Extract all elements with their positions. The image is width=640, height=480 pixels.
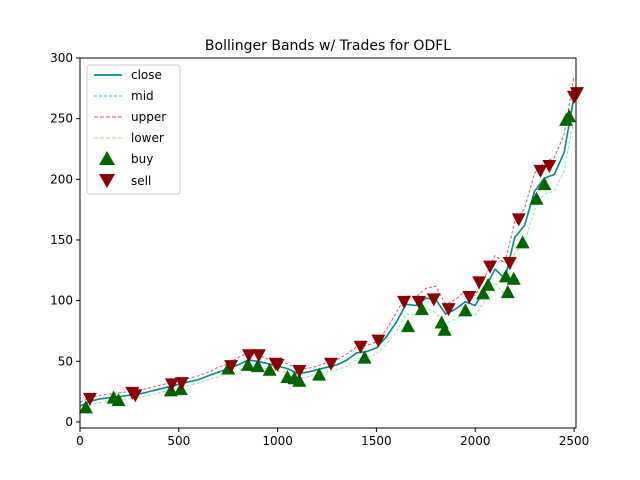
plot-frame: [79, 57, 577, 429]
x-tick-label: 1500: [361, 434, 392, 448]
y-axis: 0 50 100 150 200 250 300: [50, 51, 80, 429]
buy-marker: [401, 319, 416, 333]
legend-label-sell: sell: [131, 174, 151, 188]
buy-marker: [515, 235, 530, 249]
buy-marker: [250, 359, 265, 373]
x-tick-label: 0: [76, 434, 84, 448]
x-tick-label: 2500: [559, 434, 590, 448]
buy-marker: [173, 382, 188, 396]
y-tick-label: 0: [65, 415, 73, 429]
sell-marker: [533, 164, 548, 178]
buy-marker: [476, 286, 491, 300]
legend-label-buy: buy: [131, 152, 153, 166]
sell-marker: [323, 357, 338, 371]
buy-marker: [458, 303, 473, 317]
sell-marker: [224, 360, 239, 374]
y-tick-label: 300: [50, 51, 73, 65]
sell-marker: [397, 295, 412, 309]
sell-marker: [542, 159, 557, 173]
sell-marker: [411, 295, 426, 309]
legend-swatch-buy: [99, 151, 115, 165]
buy-marker: [163, 383, 178, 397]
sell-marker: [353, 340, 368, 354]
y-tick-label: 100: [50, 294, 73, 308]
sell-marker: [569, 87, 584, 101]
sell-marker: [164, 378, 179, 392]
sell-marker: [270, 358, 285, 372]
y-tick-label: 150: [50, 233, 73, 247]
legend-label-upper: upper: [131, 110, 166, 124]
buy-marker: [414, 302, 429, 316]
series-line-close: [79, 96, 575, 407]
sell-marker: [462, 290, 477, 304]
buy-marker: [240, 357, 255, 371]
chart-title: Bollinger Bands w/ Trades for ODFL: [205, 38, 451, 54]
sell-marker: [426, 293, 441, 307]
sell-marker: [241, 349, 256, 363]
legend: close mid upper lower buy sell: [86, 64, 181, 195]
sell-marker: [371, 334, 386, 348]
sell-marker: [502, 257, 517, 271]
x-tick-label: 2000: [460, 434, 491, 448]
buy-marker: [111, 393, 126, 407]
sell-marker: [82, 392, 97, 406]
x-axis: 0 500 1000 1500 2000 2500: [76, 428, 589, 448]
sell-marker: [472, 276, 487, 290]
sell-marker: [128, 389, 143, 403]
buy-marker: [562, 109, 577, 123]
sell-marker: [174, 377, 189, 391]
y-tick-label: 50: [58, 354, 73, 368]
y-tick-label: 250: [50, 112, 73, 126]
buy-marker: [262, 362, 277, 376]
sell-marker: [511, 213, 526, 227]
sell-marker: [292, 364, 307, 378]
legend-swatch-sell: [99, 174, 115, 188]
buy-marker: [292, 373, 307, 387]
legend-label-mid: mid: [131, 89, 154, 103]
buy-marker: [529, 191, 544, 205]
buy-marker: [498, 269, 513, 283]
buy-marker: [312, 367, 327, 381]
legend-label-close: close: [131, 68, 162, 82]
legend-label-lower: lower: [131, 131, 164, 145]
x-tick-label: 500: [167, 434, 190, 448]
sell-marker: [251, 349, 266, 363]
y-tick-label: 200: [50, 172, 73, 186]
buy-marker: [537, 177, 552, 191]
marker-layer: [78, 87, 584, 414]
sell-marker: [483, 260, 498, 274]
buy-marker: [437, 322, 452, 336]
buy-marker: [506, 271, 521, 285]
buy-marker: [500, 285, 515, 299]
buy-marker: [481, 277, 496, 291]
buy-marker: [357, 350, 372, 364]
buy-marker: [78, 400, 93, 414]
x-tick-label: 1000: [262, 434, 293, 448]
sell-marker: [441, 303, 456, 317]
